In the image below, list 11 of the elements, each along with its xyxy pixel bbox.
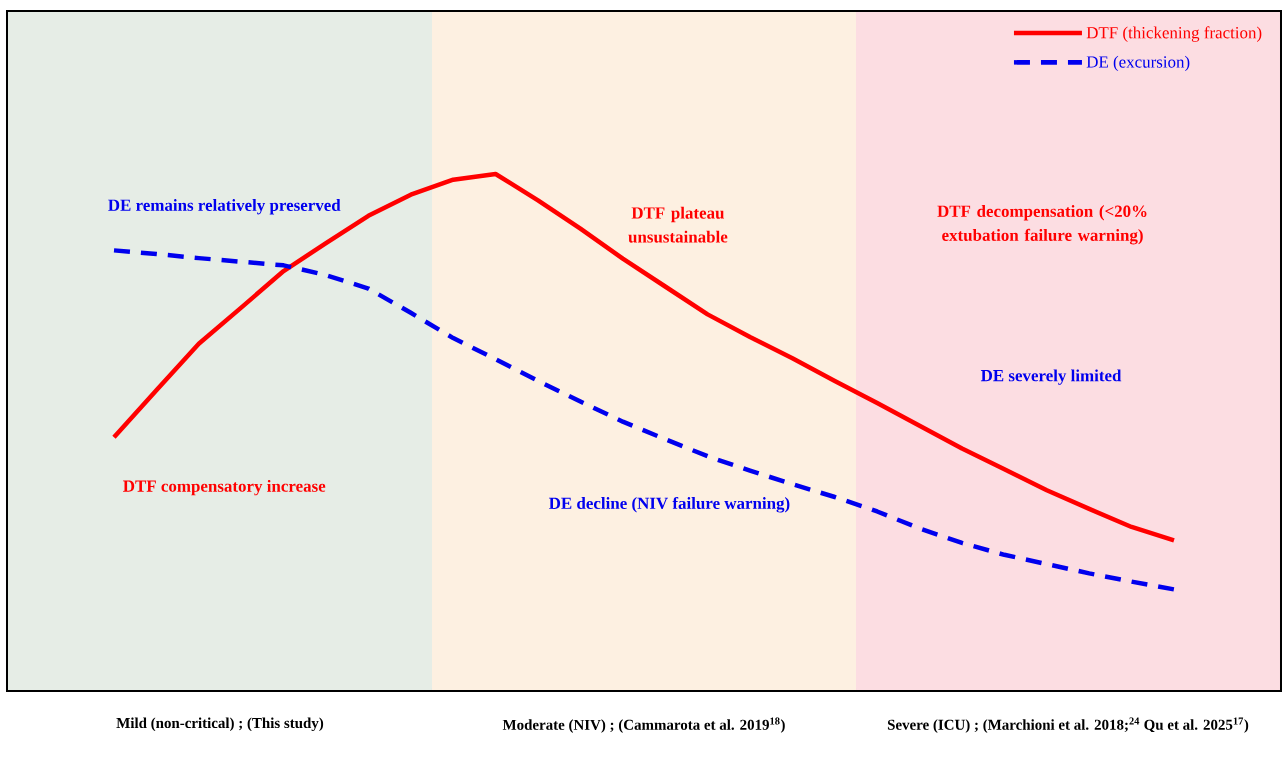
annotation: DE decline (NIV failure warning): [548, 496, 790, 513]
text: Mild (non-critical) ; (This study): [116, 717, 324, 732]
legend-label: DTF (thickening fraction): [1086, 26, 1262, 42]
text: Severe (ICU) ; (Marchioni et al. 2018;$^{24}$ Qu et al. 2025$^{17}$): [887, 717, 1249, 733]
text: Moderate (NIV) ; (Cammarota et al. 2019$^{18}$): [502, 717, 785, 733]
annotation: DTF decompensation (<20% extubation failure warning): [937, 205, 1147, 245]
annotation: DTF compensatory increase: [123, 479, 326, 496]
legend-label: DE (excursion): [1086, 55, 1190, 72]
annotation: DE severely limited: [980, 369, 1122, 385]
annotation: DE remains relatively preserved: [108, 199, 341, 215]
annotation: DTF plateau unsustainable: [628, 206, 728, 243]
